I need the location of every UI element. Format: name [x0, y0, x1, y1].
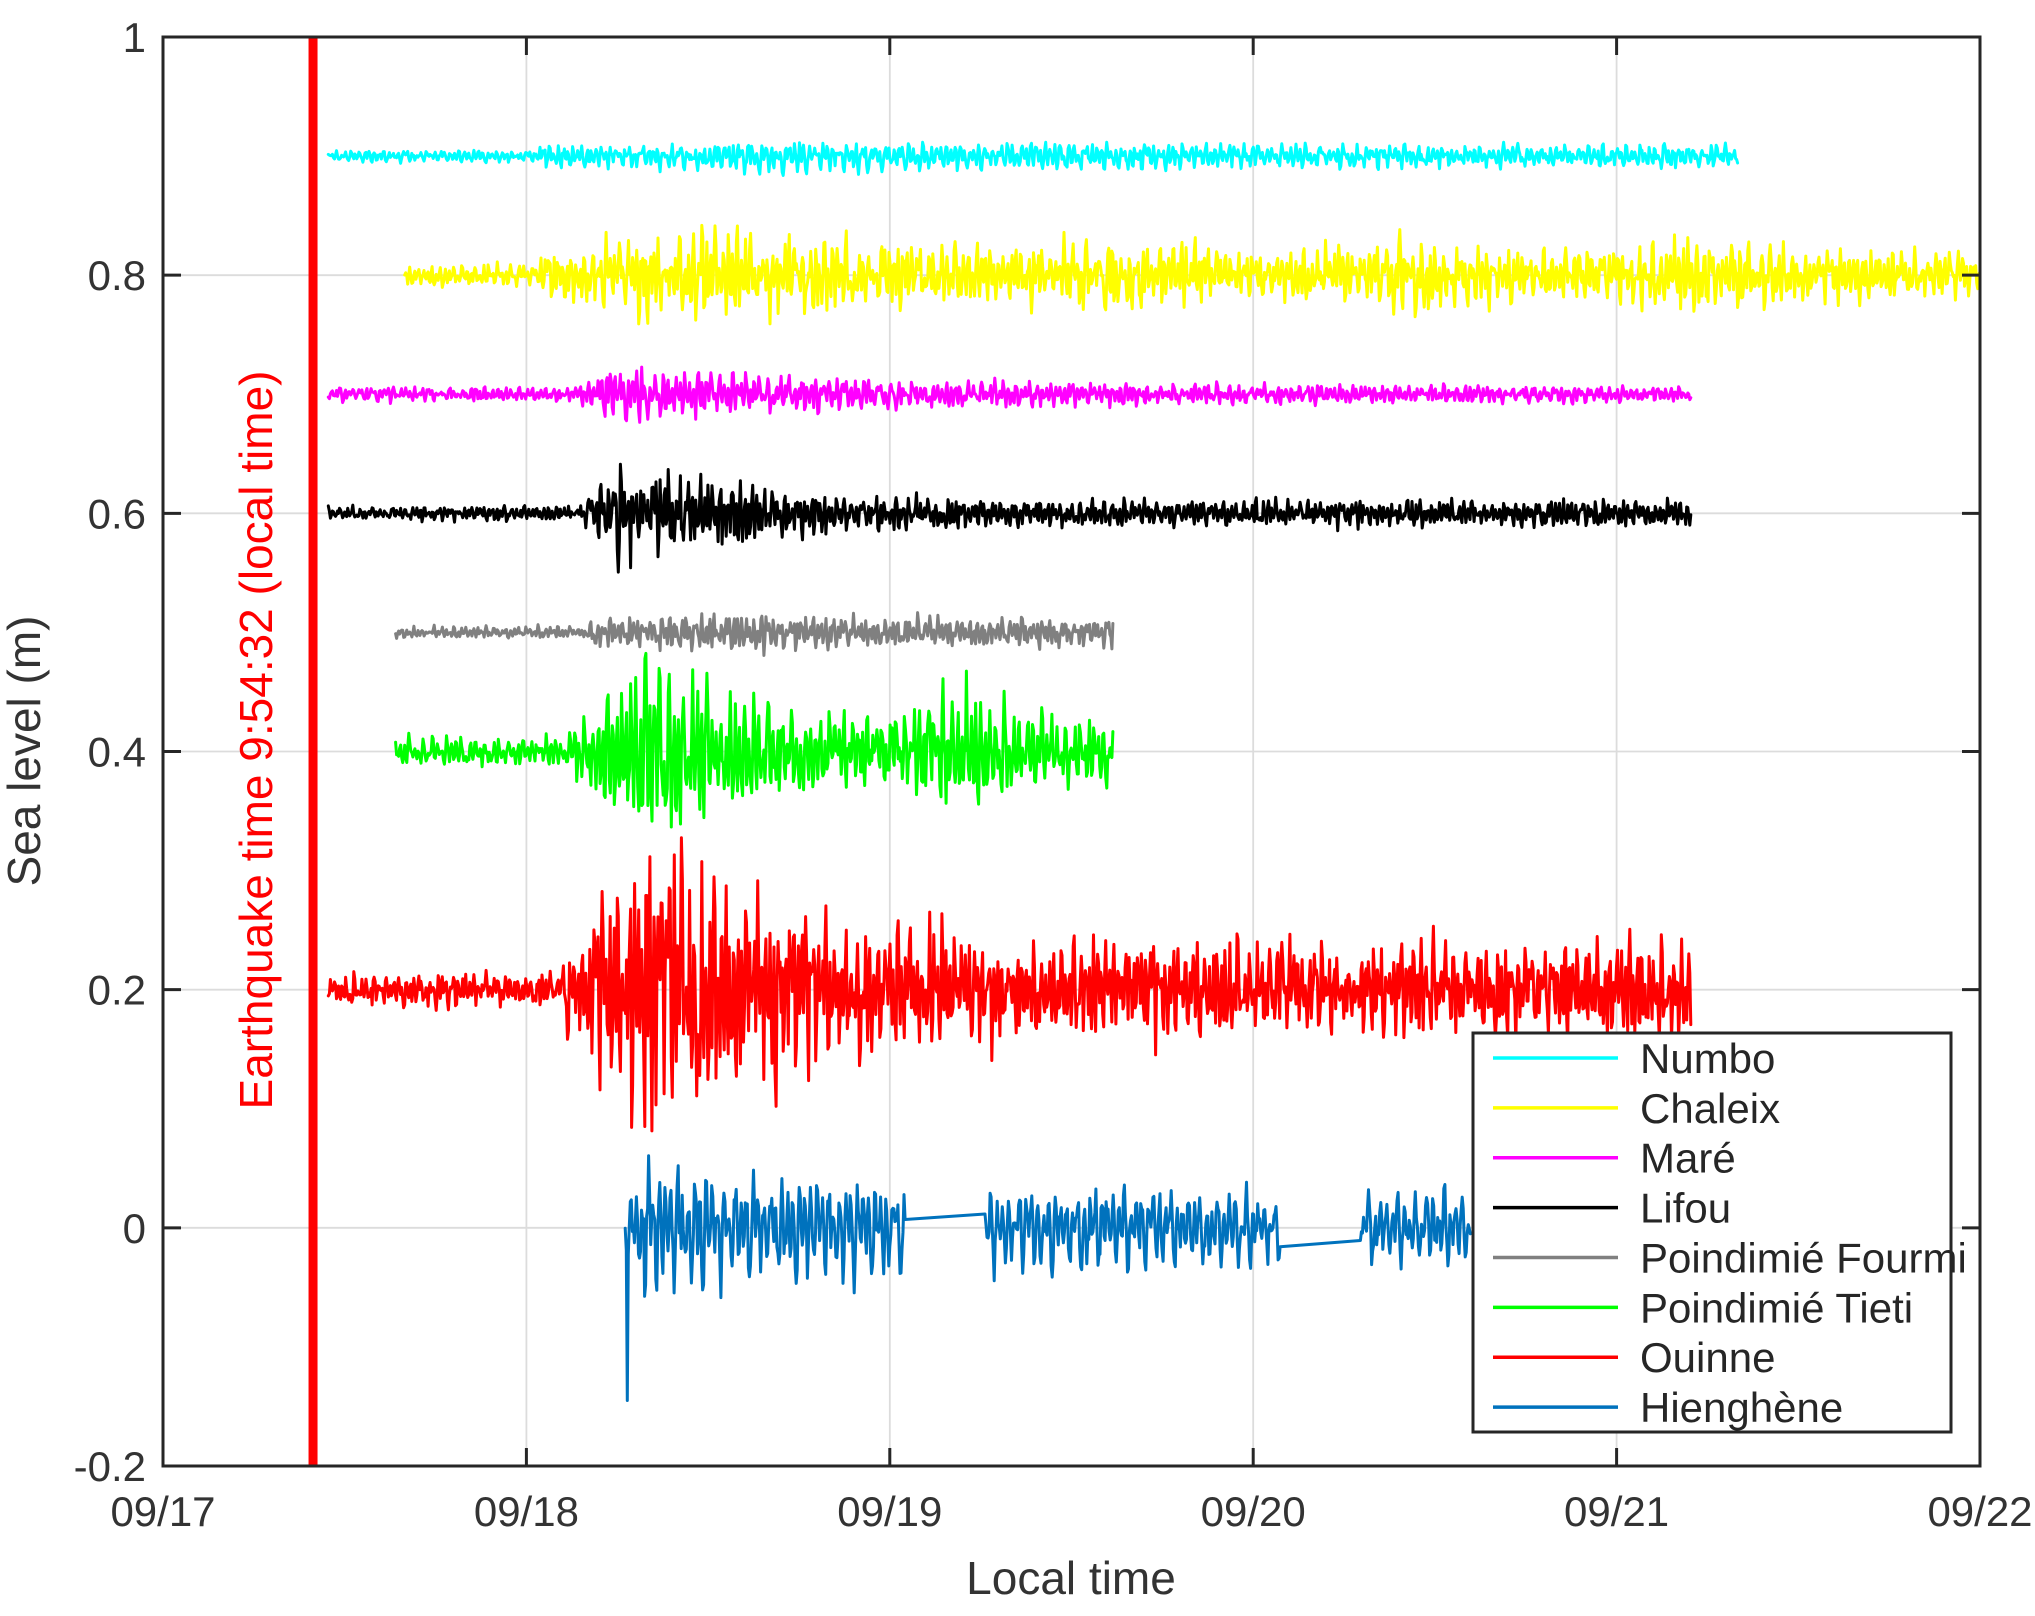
- legend-label: Chaleix: [1640, 1085, 1780, 1132]
- legend-label: Lifou: [1640, 1185, 1731, 1232]
- traces: [326, 140, 1982, 1402]
- trace-mar-: [326, 365, 1693, 424]
- y-tick-label: 0.4: [88, 729, 146, 776]
- x-tick-labels: 09/17 09/18 09/19 09/20 09/21 09/22: [110, 1488, 2032, 1535]
- axis-ticks: [161, 35, 1982, 1468]
- legend-label: Poindimié Fourmi: [1640, 1234, 1967, 1281]
- legend-box: [1471, 1031, 1953, 1434]
- trace-poindimi-fourmi: [394, 611, 1115, 657]
- x-axis-label: Local time: [966, 1552, 1176, 1604]
- legend-label: Numbo: [1640, 1035, 1775, 1082]
- x-tick-label: 09/22: [1927, 1488, 2032, 1535]
- y-tick-label: -0.2: [74, 1443, 146, 1490]
- legend-label: Maré: [1640, 1135, 1736, 1182]
- trace-lifou: [326, 462, 1693, 574]
- y-axis-label: Sea level (m): [0, 616, 50, 887]
- y-tick-label: 0.8: [88, 252, 146, 299]
- x-tick-label: 09/18: [474, 1488, 579, 1535]
- legend-label: Hienghène: [1640, 1384, 1843, 1431]
- trace-chaleix: [403, 223, 1982, 326]
- y-tick-label: 0.6: [88, 490, 146, 537]
- x-tick-label: 09/20: [1201, 1488, 1306, 1535]
- x-tick-label: 09/17: [110, 1488, 215, 1535]
- trace-numbo: [326, 140, 1740, 177]
- trace-poindimi-tieti: [394, 651, 1115, 829]
- y-tick-label: 0.2: [88, 967, 146, 1014]
- earthquake-time-annotation: Earthquake time 9:54:32 (local time): [230, 371, 282, 1110]
- legend-label: Ouinne: [1640, 1334, 1775, 1381]
- x-tick-label: 09/21: [1564, 1488, 1669, 1535]
- y-tick-labels: -0.2 0 0.2 0.4 0.6 0.8 1: [74, 14, 146, 1490]
- legend-label: Poindimié Tieti: [1640, 1284, 1913, 1331]
- trace-ouinne: [326, 836, 1693, 1133]
- x-tick-label: 09/19: [837, 1488, 942, 1535]
- y-tick-label: 0: [123, 1205, 146, 1252]
- trace-hiengh-ne: [623, 1154, 1472, 1402]
- y-tick-label: 1: [123, 14, 146, 61]
